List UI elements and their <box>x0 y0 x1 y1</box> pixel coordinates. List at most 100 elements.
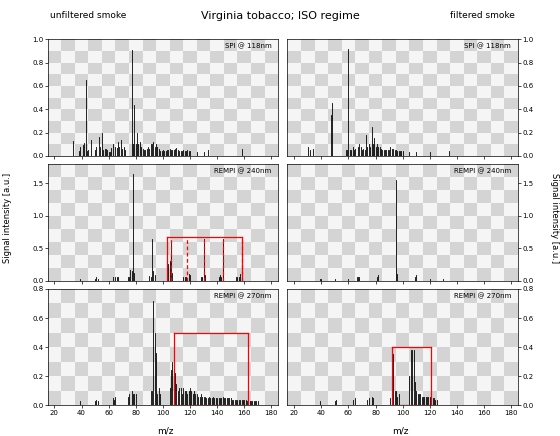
Bar <box>224 289 237 303</box>
Bar <box>396 391 409 405</box>
Bar <box>88 74 102 86</box>
Bar <box>382 391 396 405</box>
Bar <box>74 391 88 405</box>
Bar <box>237 177 251 190</box>
Bar <box>74 51 88 63</box>
Bar <box>409 255 423 268</box>
Bar <box>115 63 129 74</box>
Bar <box>464 164 477 177</box>
Bar <box>197 121 211 133</box>
Bar <box>61 144 74 156</box>
Bar <box>115 347 129 362</box>
Bar <box>437 121 450 133</box>
Bar <box>211 268 224 281</box>
Bar <box>48 144 61 156</box>
Bar <box>156 177 170 190</box>
Bar <box>224 203 237 216</box>
Bar <box>61 98 74 109</box>
Bar <box>48 318 61 333</box>
Bar <box>156 333 170 347</box>
Bar <box>170 51 183 63</box>
Bar <box>409 144 423 156</box>
Bar <box>450 133 464 144</box>
Bar <box>437 347 450 362</box>
Bar <box>183 63 197 74</box>
Bar <box>237 268 251 281</box>
Bar <box>396 109 409 121</box>
Bar <box>491 177 505 190</box>
Bar <box>477 86 491 98</box>
Bar <box>505 289 518 303</box>
Bar <box>265 255 278 268</box>
Bar <box>355 333 369 347</box>
Bar <box>143 164 156 177</box>
Bar <box>450 177 464 190</box>
Bar <box>437 268 450 281</box>
Bar <box>301 376 315 391</box>
Bar <box>355 74 369 86</box>
Bar <box>328 303 342 318</box>
Bar <box>183 289 197 303</box>
Bar <box>382 347 396 362</box>
Bar <box>382 303 396 318</box>
Bar <box>423 109 437 121</box>
Bar <box>301 255 315 268</box>
Bar <box>129 190 143 203</box>
Bar <box>129 289 143 303</box>
Bar <box>477 391 491 405</box>
Bar <box>423 216 437 229</box>
Bar <box>224 190 237 203</box>
Bar <box>211 51 224 63</box>
Bar <box>115 391 129 405</box>
Bar <box>74 86 88 98</box>
Bar <box>328 255 342 268</box>
Bar <box>170 98 183 109</box>
Bar <box>143 177 156 190</box>
Bar <box>450 347 464 362</box>
Bar <box>464 376 477 391</box>
Bar <box>183 74 197 86</box>
Bar <box>170 39 183 51</box>
Bar <box>423 74 437 86</box>
Bar <box>211 216 224 229</box>
Bar <box>450 51 464 63</box>
Bar <box>197 376 211 391</box>
Text: unfiltered smoke: unfiltered smoke <box>50 10 127 20</box>
Bar <box>61 86 74 98</box>
Bar <box>477 98 491 109</box>
Bar <box>423 98 437 109</box>
Bar <box>143 318 156 333</box>
Bar <box>224 74 237 86</box>
Bar <box>342 333 355 347</box>
Bar <box>88 190 102 203</box>
Bar <box>48 216 61 229</box>
Bar <box>505 216 518 229</box>
Bar <box>450 255 464 268</box>
Bar <box>102 98 115 109</box>
Bar <box>437 255 450 268</box>
Bar <box>342 98 355 109</box>
Bar <box>224 144 237 156</box>
Bar <box>129 347 143 362</box>
Bar <box>115 376 129 391</box>
Bar <box>315 98 328 109</box>
Bar <box>129 333 143 347</box>
Bar <box>396 318 409 333</box>
Bar <box>197 229 211 242</box>
Bar <box>287 51 301 63</box>
Bar <box>143 190 156 203</box>
Bar <box>115 86 129 98</box>
Bar <box>265 391 278 405</box>
Bar <box>115 121 129 133</box>
Bar <box>183 190 197 203</box>
Bar <box>355 190 369 203</box>
Bar <box>464 133 477 144</box>
Bar <box>450 333 464 347</box>
Bar <box>342 39 355 51</box>
Bar <box>450 121 464 133</box>
Bar <box>437 51 450 63</box>
Bar <box>170 229 183 242</box>
Bar <box>328 121 342 133</box>
Bar <box>211 376 224 391</box>
Bar <box>491 39 505 51</box>
